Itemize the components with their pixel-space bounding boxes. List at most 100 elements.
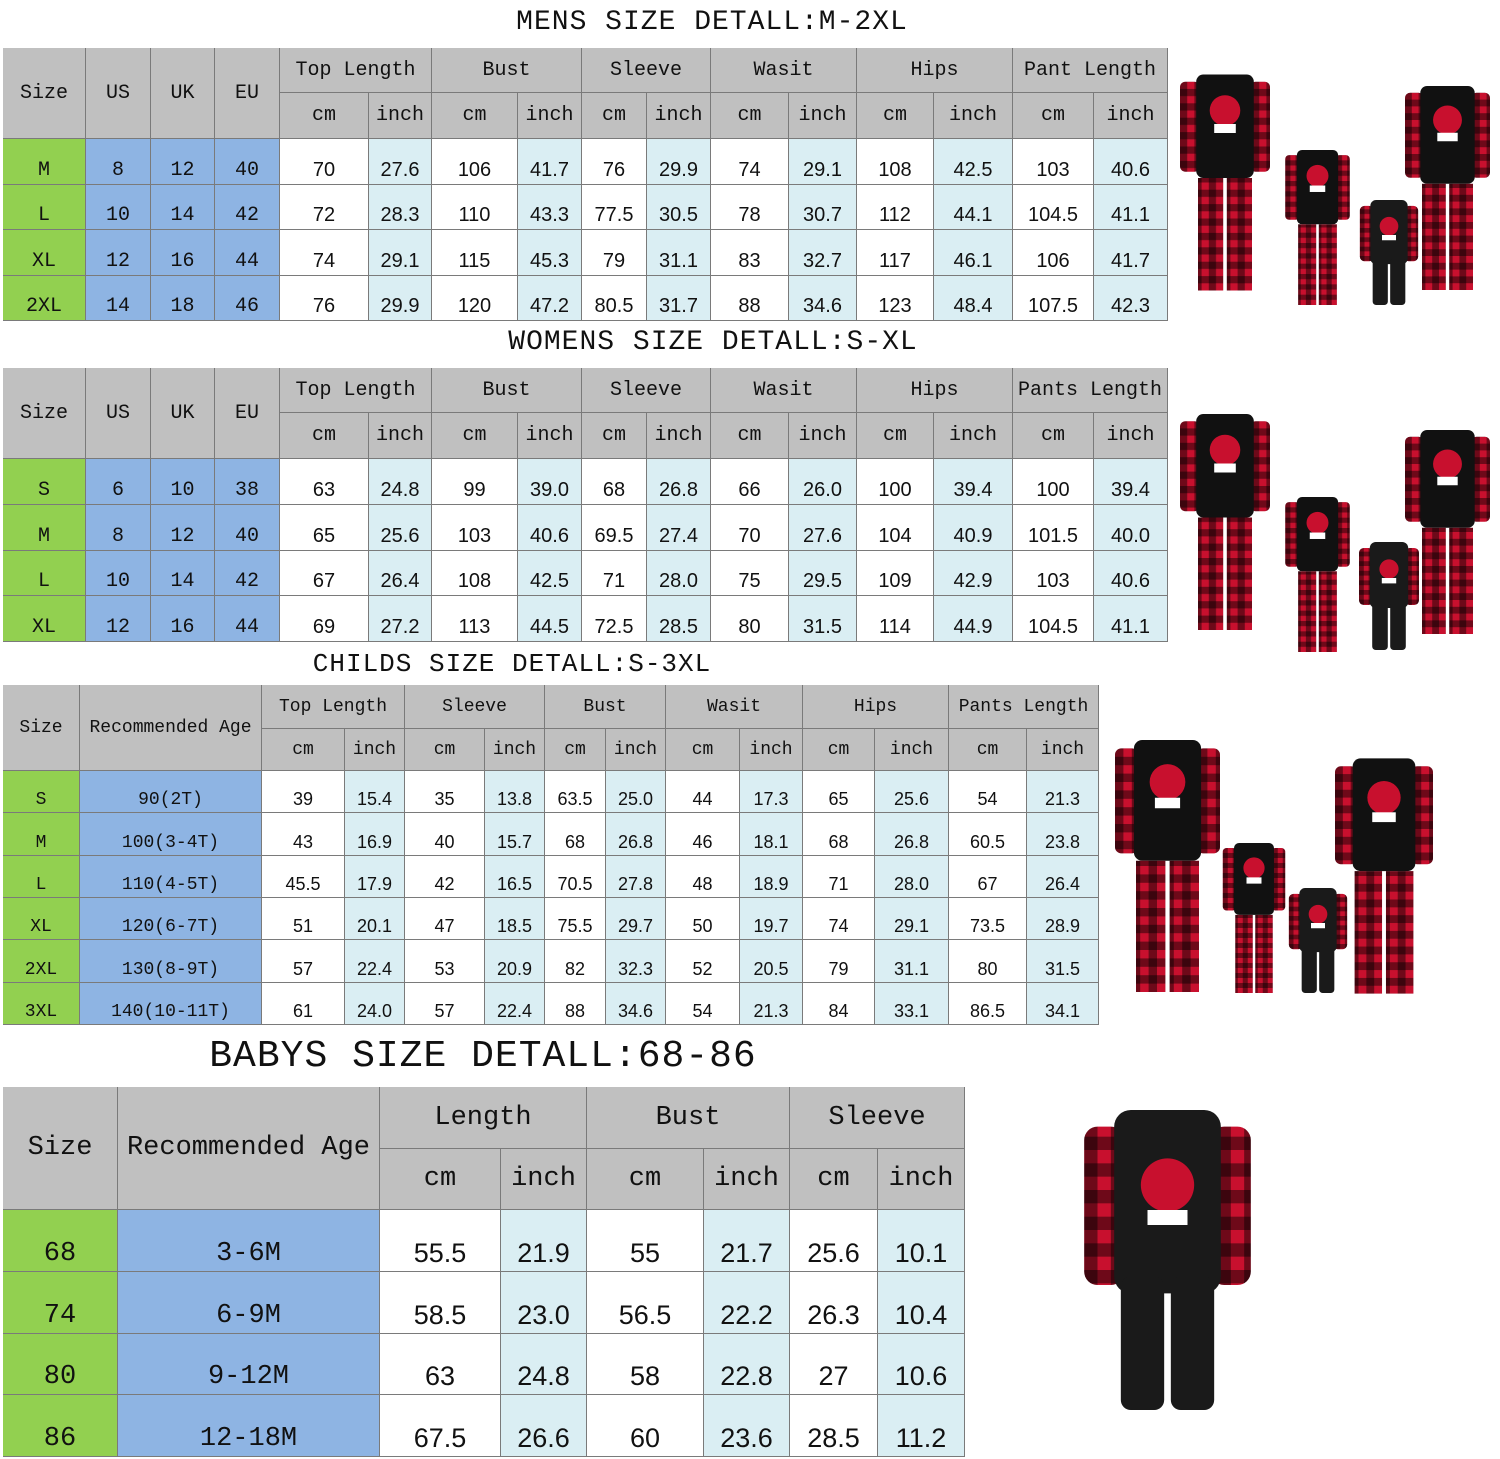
size-code-cell: 8 <box>86 139 151 185</box>
measure-cell: 106 <box>432 139 518 185</box>
measure-cell: 16.5 <box>485 855 545 898</box>
measure-cell: 24.8 <box>501 1333 587 1396</box>
measure-cell: 88 <box>711 275 789 321</box>
measure-cell: 29.5 <box>789 550 857 597</box>
measure-cell: 55.5 <box>380 1210 501 1272</box>
measure-cell: 27.2 <box>369 596 432 642</box>
measure-cell: 104.5 <box>1013 184 1094 230</box>
measure-cell: 27.8 <box>606 855 666 898</box>
measure-cell: 16.9 <box>345 813 405 856</box>
measure-cell: 28.3 <box>369 184 432 230</box>
unit-header: inch <box>518 93 582 139</box>
measure-cell: 115 <box>432 230 518 276</box>
measure-cell: 26.8 <box>606 813 666 856</box>
measure-cell: 76 <box>582 139 647 185</box>
measure-cell: 44.1 <box>934 184 1013 230</box>
measure-cell: 26.8 <box>875 813 949 856</box>
unit-header: cm <box>711 93 789 139</box>
measure-cell: 56.5 <box>587 1271 704 1334</box>
measure-cell: 22.2 <box>704 1271 790 1334</box>
measure-cell: 70 <box>711 504 789 551</box>
measure-cell: 47 <box>405 897 485 941</box>
size-cell: XL <box>3 897 80 941</box>
size-code-cell: 3-6M <box>118 1210 380 1272</box>
size-code-cell: 10 <box>86 550 151 597</box>
column-header: Recommended Age <box>80 685 262 771</box>
size-code-cell: 14 <box>151 184 215 230</box>
measure-cell: 60 <box>587 1395 704 1457</box>
measure-cell: 18.9 <box>740 855 803 898</box>
measure-cell: 24.0 <box>345 982 405 1025</box>
measure-cell: 82 <box>545 940 606 983</box>
measure-cell: 32.7 <box>789 230 857 276</box>
size-code-cell: 40 <box>215 139 280 185</box>
size-code-cell: 12 <box>151 139 215 185</box>
measure-cell: 39.4 <box>1094 459 1168 505</box>
size-cell: L <box>3 184 86 230</box>
measure-cell: 34.1 <box>1027 982 1099 1025</box>
measure-cell: 72 <box>280 184 369 230</box>
unit-header: cm <box>803 729 875 771</box>
size-code-cell: 12 <box>151 504 215 551</box>
measure-cell: 25.6 <box>790 1210 878 1272</box>
unit-header: inch <box>518 413 582 459</box>
measure-cell: 17.9 <box>345 855 405 898</box>
size-code-cell: 38 <box>215 459 280 505</box>
size-code-cell: 6 <box>86 459 151 505</box>
size-cell: 3XL <box>3 982 80 1025</box>
measure-cell: 10.6 <box>878 1333 965 1396</box>
column-header: UK <box>151 368 215 459</box>
measure-cell: 77.5 <box>582 184 647 230</box>
unit-header: cm <box>380 1149 501 1210</box>
measure-cell: 58.5 <box>380 1271 501 1334</box>
size-code-cell: 16 <box>151 230 215 276</box>
unit-header: inch <box>606 729 666 771</box>
measure-cell: 33.1 <box>875 982 949 1025</box>
measure-cell: 48.4 <box>934 275 1013 321</box>
measure-cell: 35 <box>405 771 485 814</box>
unit-header: cm <box>405 729 485 771</box>
unit-header: inch <box>789 413 857 459</box>
column-header: US <box>86 368 151 459</box>
measure-cell: 70.5 <box>545 855 606 898</box>
measure-cell: 26.3 <box>790 1271 878 1334</box>
size-cell: 2XL <box>3 275 86 321</box>
group-header: Bust <box>432 368 582 413</box>
measure-cell: 74 <box>803 897 875 941</box>
measure-cell: 28.5 <box>790 1395 878 1457</box>
measure-cell: 66 <box>711 459 789 505</box>
measure-cell: 30.7 <box>789 184 857 230</box>
measure-cell: 99 <box>432 459 518 505</box>
measure-cell: 29.9 <box>369 275 432 321</box>
measure-cell: 23.6 <box>704 1395 790 1457</box>
measure-cell: 103 <box>1013 139 1094 185</box>
unit-header: inch <box>647 93 711 139</box>
measure-cell: 109 <box>857 550 934 597</box>
group-header: Top Length <box>280 368 432 413</box>
measure-cell: 100 <box>857 459 934 505</box>
measure-cell: 54 <box>666 982 740 1025</box>
size-cell: XL <box>3 596 86 642</box>
group-header: Sleeve <box>582 48 711 93</box>
measure-cell: 71 <box>803 855 875 898</box>
unit-header: cm <box>949 729 1027 771</box>
measure-cell: 45.3 <box>518 230 582 276</box>
measure-cell: 21.3 <box>1027 771 1099 814</box>
measure-cell: 22.4 <box>485 982 545 1025</box>
size-code-cell: 130(8-9T) <box>80 940 262 983</box>
size-code-cell: 10 <box>86 184 151 230</box>
unit-header: inch <box>369 413 432 459</box>
measure-cell: 63 <box>280 459 369 505</box>
size-code-cell: 14 <box>86 275 151 321</box>
size-code-cell: 44 <box>215 596 280 642</box>
column-header: UK <box>151 48 215 139</box>
measure-cell: 48 <box>666 855 740 898</box>
unit-header: inch <box>934 93 1013 139</box>
measure-cell: 57 <box>405 982 485 1025</box>
measure-cell: 108 <box>857 139 934 185</box>
group-header: Top Length <box>280 48 432 93</box>
size-code-cell: 12 <box>86 596 151 642</box>
measure-cell: 46.1 <box>934 230 1013 276</box>
measure-cell: 32.3 <box>606 940 666 983</box>
table-title: CHILDS SIZE DETALL:S-3XL <box>312 648 712 679</box>
